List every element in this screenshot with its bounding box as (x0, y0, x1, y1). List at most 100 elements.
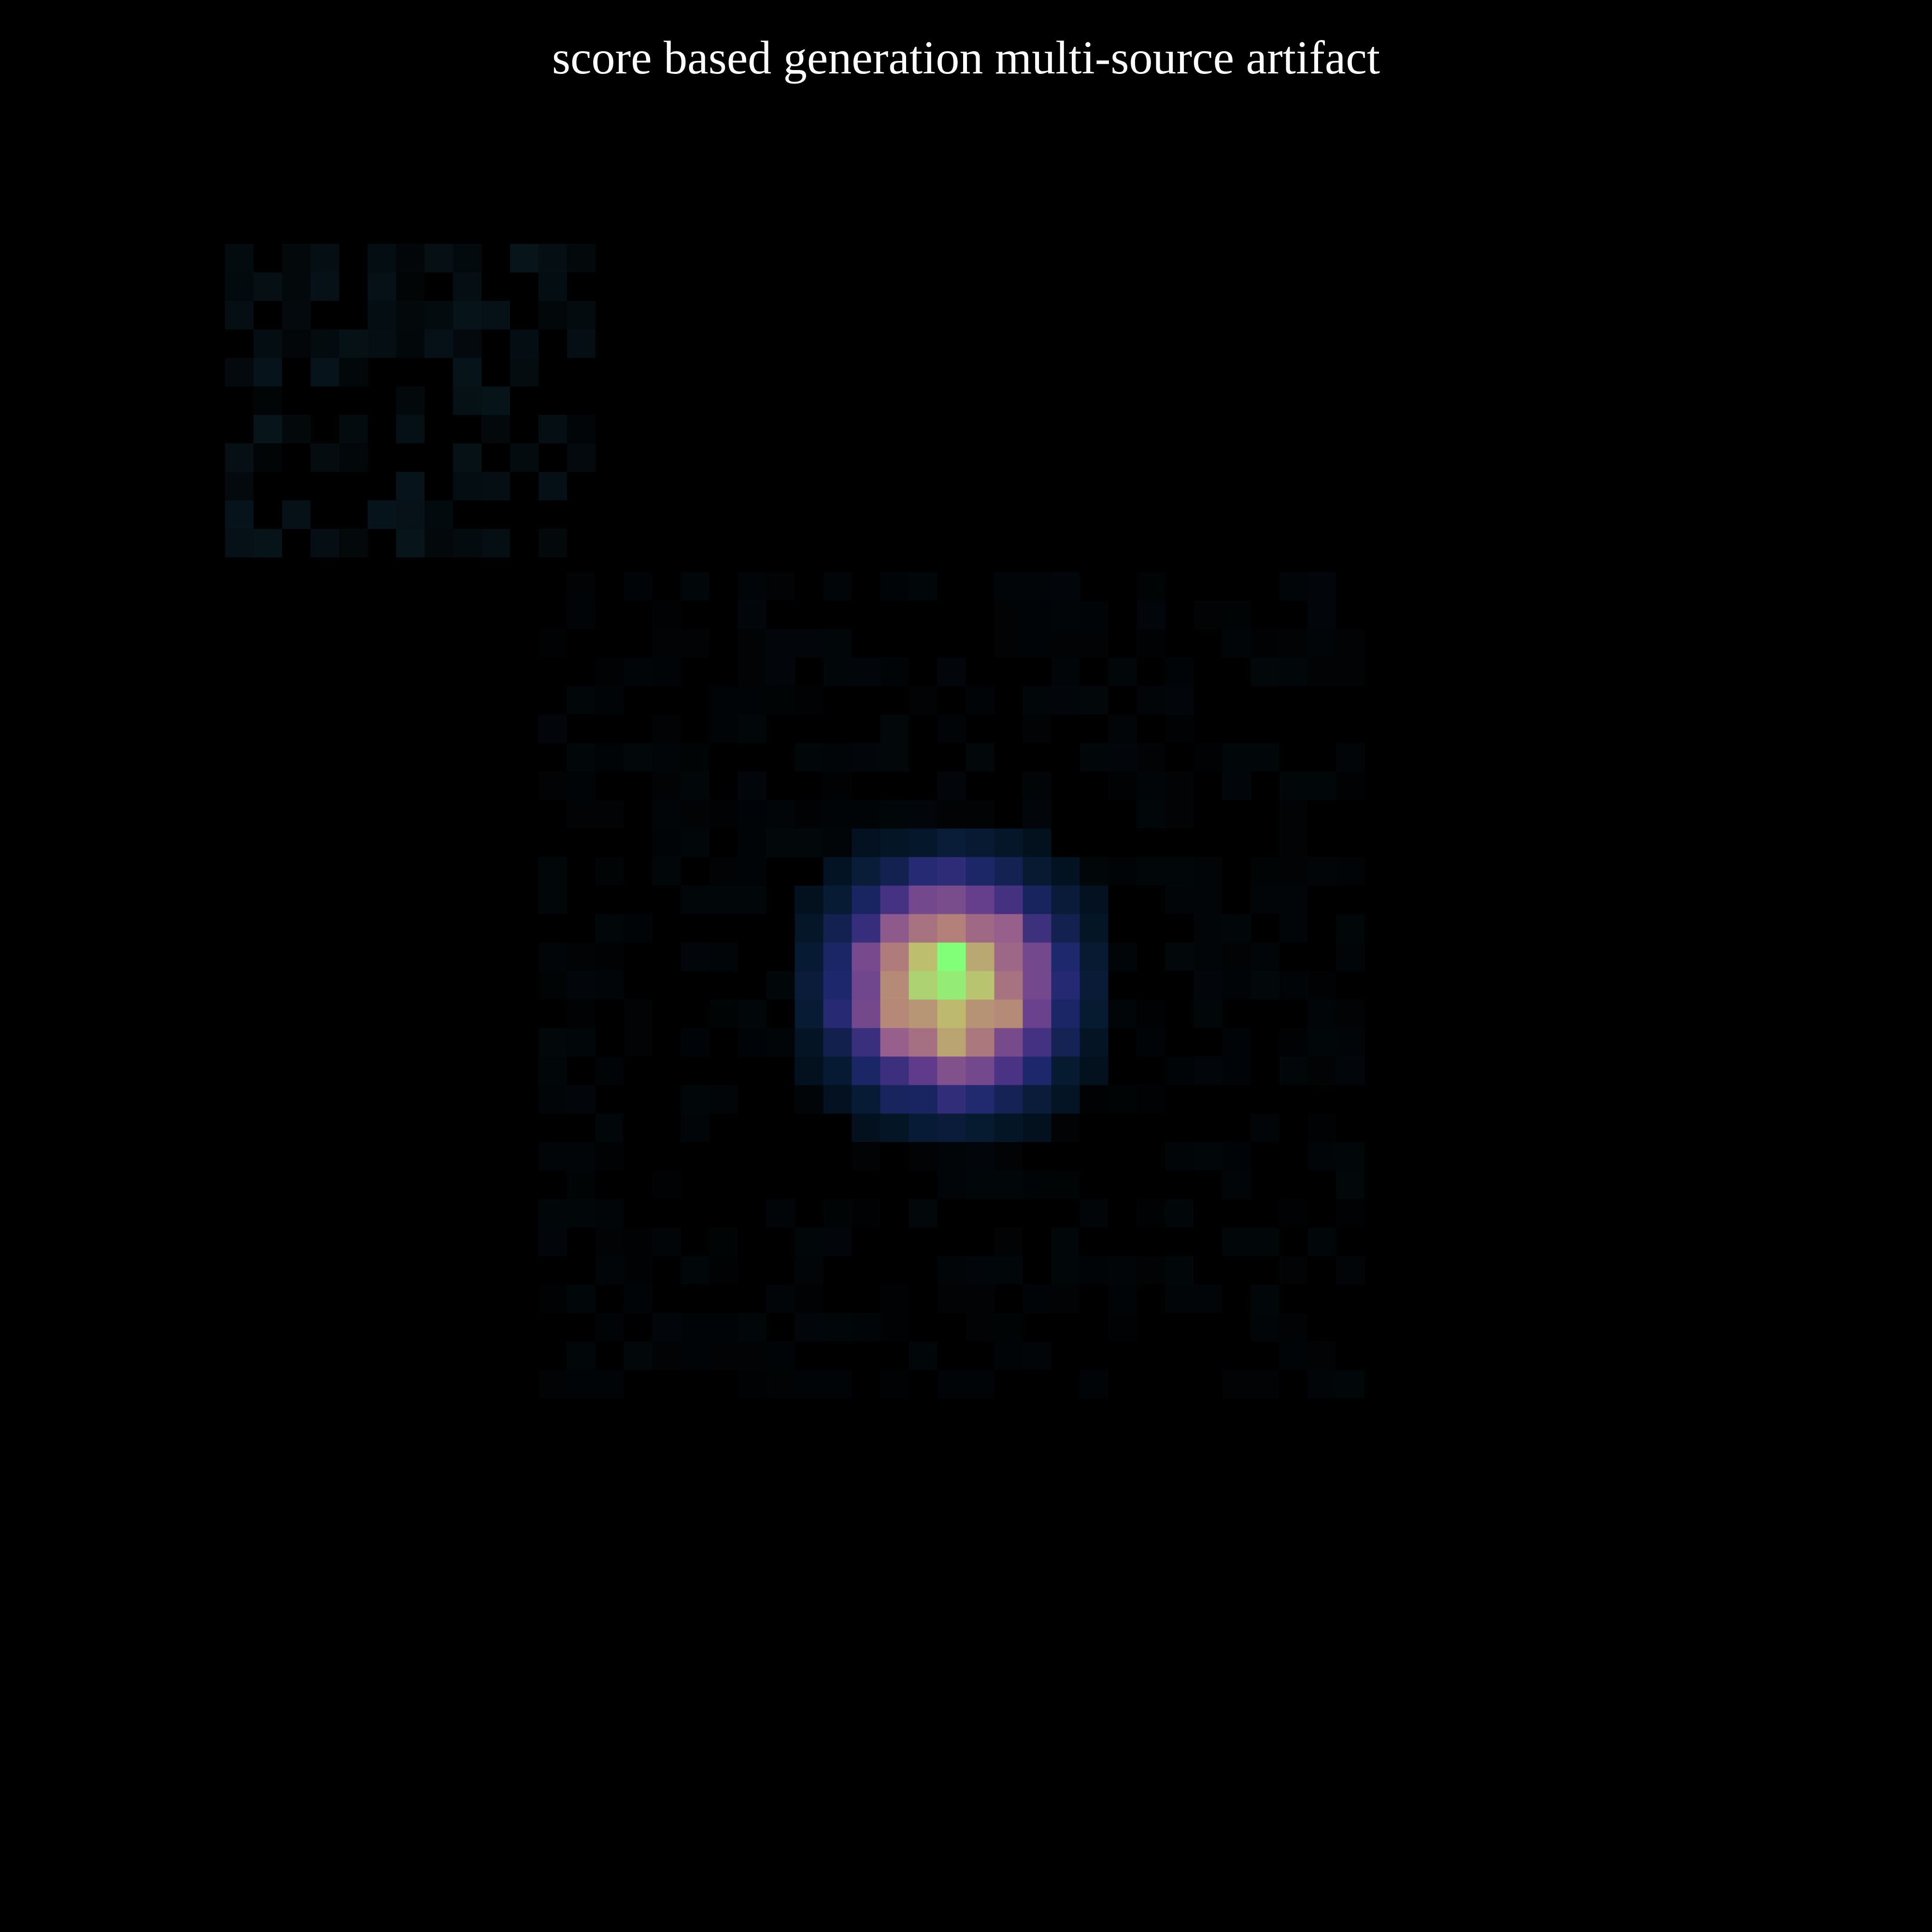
pixel-block (681, 1313, 710, 1342)
pixel-block (453, 301, 482, 329)
pixel-block (282, 415, 311, 443)
pixel-block (795, 743, 824, 772)
pixel-block (909, 1113, 938, 1142)
pixel-block (795, 828, 824, 857)
pixel-block (1051, 942, 1080, 971)
pixel-block (282, 272, 311, 301)
pixel-block (909, 914, 938, 943)
pixel-block (567, 1199, 596, 1228)
pixel-block (880, 714, 909, 743)
pixel-block (1165, 857, 1194, 886)
pixel-block (1222, 771, 1251, 800)
pixel-block (1193, 885, 1222, 914)
pixel-block (567, 244, 596, 272)
pixel-block (339, 443, 368, 472)
pixel-block (909, 885, 938, 914)
pixel-block (1165, 1284, 1194, 1313)
pixel-block (1165, 1056, 1194, 1085)
pixel-block (766, 1370, 795, 1399)
pixel-block (595, 1113, 624, 1142)
pixel-block (1279, 1313, 1308, 1342)
pixel-block (1336, 771, 1365, 800)
pixel-block (1165, 1142, 1194, 1171)
pixel-block (567, 443, 596, 472)
pixel-block (994, 1142, 1023, 1171)
pixel-block (1051, 1113, 1080, 1142)
pixel-block (852, 971, 881, 1000)
pixel-block (823, 1199, 852, 1228)
pixel-block (1108, 771, 1137, 800)
pixel-block (567, 600, 596, 629)
pixel-block (766, 828, 795, 857)
pixel-block (994, 914, 1023, 943)
pixel-block (823, 743, 852, 772)
pixel-block (852, 1142, 881, 1171)
pixel-block (482, 529, 510, 557)
pixel-block (994, 1256, 1023, 1285)
pixel-block (795, 800, 824, 829)
pixel-block (1136, 1028, 1165, 1057)
pixel-block (567, 1341, 596, 1370)
pixel-block (823, 800, 852, 829)
pixel-block (738, 999, 767, 1028)
pixel-block (852, 1199, 881, 1228)
pixel-block (1336, 999, 1365, 1028)
pixel-block (595, 1142, 624, 1171)
pixel-block (1336, 914, 1365, 943)
pixel-block (539, 415, 567, 443)
pixel-block (396, 329, 425, 358)
pixel-block (425, 329, 453, 358)
pixel-block (567, 771, 596, 800)
pixel-block (738, 1028, 767, 1057)
pixel-block (311, 443, 339, 472)
pixel-block (681, 743, 710, 772)
pixel-block (652, 743, 681, 772)
pixel-block (937, 1085, 966, 1114)
pixel-block (1080, 914, 1108, 943)
pixel-block (1165, 800, 1194, 829)
pixel-block (1051, 572, 1080, 601)
pixel-block (624, 1227, 653, 1256)
pixel-block (994, 600, 1023, 629)
pixel-block (567, 1170, 596, 1199)
pixel-block (1193, 743, 1222, 772)
pixel-block (994, 629, 1023, 658)
pixel-block (1307, 572, 1336, 601)
pixel-block (1051, 1085, 1080, 1114)
pixel-block (1023, 1284, 1051, 1313)
pixel-block (1222, 743, 1251, 772)
pixel-block (1023, 942, 1051, 971)
pixel-block (1080, 1056, 1108, 1085)
pixel-block (567, 572, 596, 601)
pixel-block (567, 800, 596, 829)
pixel-block (1051, 857, 1080, 886)
pixel-block (567, 971, 596, 1000)
pixel-block (624, 1028, 653, 1057)
pixel-block (738, 629, 767, 658)
pixel-block (1193, 1056, 1222, 1085)
pixel-block (852, 1056, 881, 1085)
pixel-block (595, 1199, 624, 1228)
pixel-block (254, 272, 282, 301)
pixel-block (1193, 857, 1222, 886)
pixel-block (966, 743, 994, 772)
pixel-block (852, 1113, 881, 1142)
pixel-block (966, 828, 994, 857)
pixel-block (539, 472, 567, 500)
pixel-block (1222, 1170, 1251, 1199)
pixel-block (510, 244, 539, 272)
pixel-block (624, 1284, 653, 1313)
pixel-block (1165, 885, 1194, 914)
pixel-block (738, 600, 767, 629)
pixel-block (567, 686, 596, 715)
pixel-block (539, 529, 567, 557)
pixel-block (254, 358, 282, 386)
pixel-block (1250, 1370, 1279, 1399)
pixel-block (1023, 629, 1051, 658)
pixel-block (1023, 857, 1051, 886)
pixel-block (595, 857, 624, 886)
pixel-block (966, 1313, 994, 1342)
pixel-block (1307, 857, 1336, 886)
pixel-block (567, 301, 596, 329)
pixel-block (1193, 999, 1222, 1028)
